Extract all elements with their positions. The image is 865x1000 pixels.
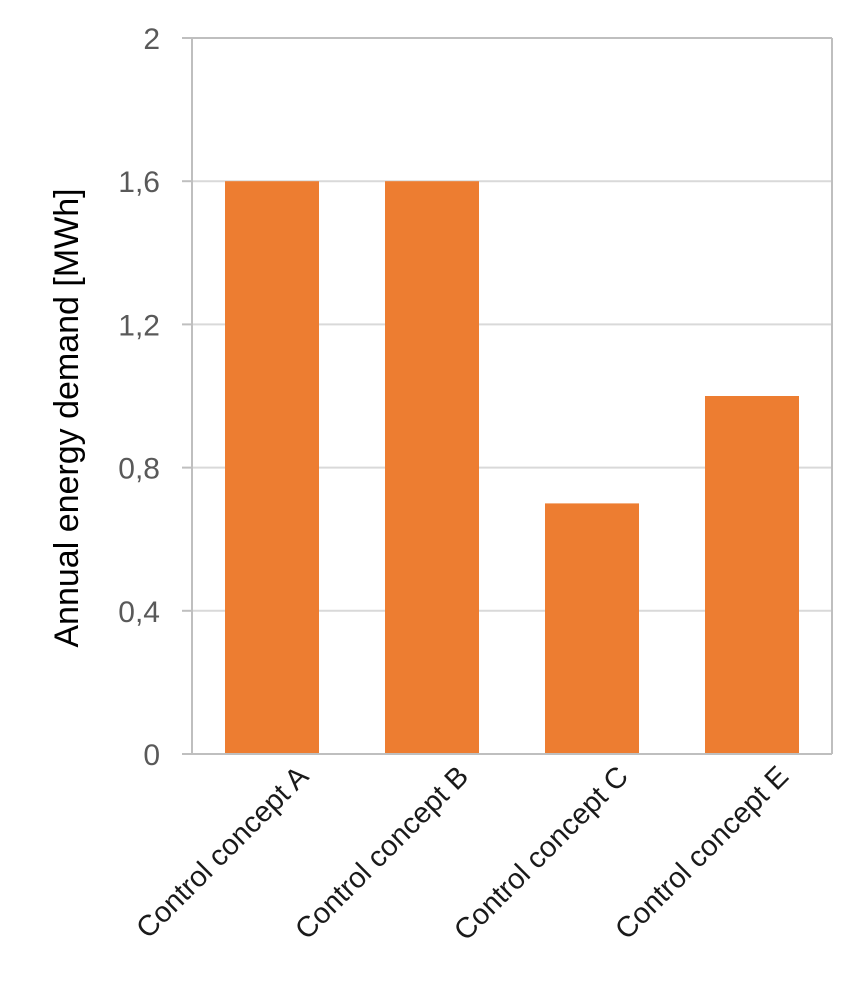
y-axis-title: Annual energy demand [MWh]	[48, 188, 86, 647]
x-tick-label: Control concept B	[289, 760, 475, 946]
y-tick-label: 0	[143, 739, 160, 772]
y-tick-label: 1,6	[118, 166, 160, 199]
y-tick-label: 2	[143, 23, 160, 56]
y-tick-label: 1,2	[118, 309, 160, 342]
axes	[182, 37, 833, 755]
y-tick-labels: 0 0,4 0,8 1,2 1,6 2	[118, 23, 160, 772]
y-tick-label: 0,4	[118, 596, 160, 629]
bar	[545, 503, 639, 754]
x-tick-label: Control concept E	[609, 760, 795, 946]
bars	[225, 181, 799, 754]
bar	[705, 396, 799, 754]
y-tick-label: 0,8	[118, 453, 160, 486]
x-tick-label: Control concept C	[448, 760, 635, 947]
bar	[225, 181, 319, 754]
x-tick-label: Control concept A	[130, 760, 315, 945]
bar	[385, 181, 479, 754]
